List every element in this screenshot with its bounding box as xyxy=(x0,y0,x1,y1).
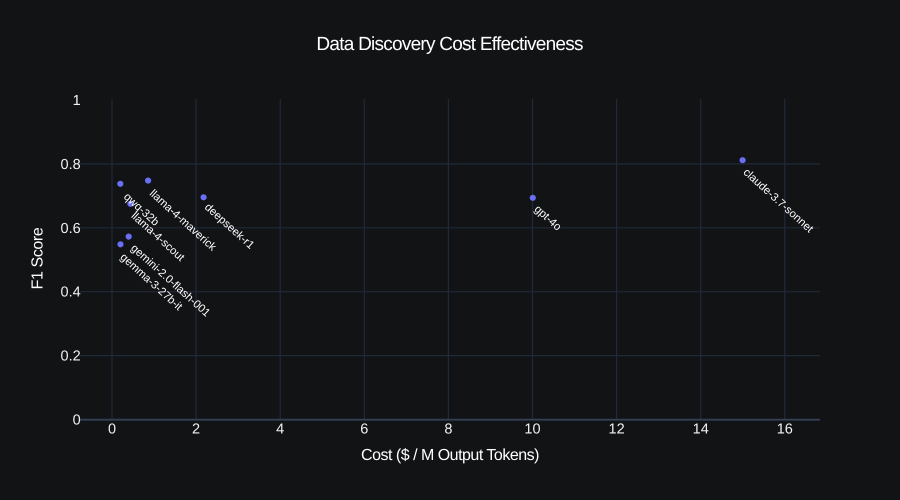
svg-text:0: 0 xyxy=(73,413,81,429)
svg-text:0.2: 0.2 xyxy=(61,349,81,365)
svg-text:0.6: 0.6 xyxy=(61,221,81,237)
svg-text:0.4: 0.4 xyxy=(61,285,81,301)
svg-text:1: 1 xyxy=(73,93,81,109)
svg-text:0: 0 xyxy=(108,421,116,437)
svg-text:4: 4 xyxy=(276,421,284,437)
svg-text:10: 10 xyxy=(524,421,540,437)
svg-text:F1 Score: F1 Score xyxy=(30,227,47,289)
svg-text:16: 16 xyxy=(777,421,793,437)
svg-text:0.8: 0.8 xyxy=(61,157,81,173)
svg-text:14: 14 xyxy=(693,421,709,437)
svg-text:6: 6 xyxy=(360,421,368,437)
svg-text:Cost ($ / M Output Tokens): Cost ($ / M Output Tokens) xyxy=(361,447,539,464)
svg-text:12: 12 xyxy=(609,421,625,437)
svg-text:2: 2 xyxy=(192,421,200,437)
svg-text:Data Discovery Cost Effectiven: Data Discovery Cost Effectiveness xyxy=(316,34,583,55)
svg-text:8: 8 xyxy=(444,421,452,437)
